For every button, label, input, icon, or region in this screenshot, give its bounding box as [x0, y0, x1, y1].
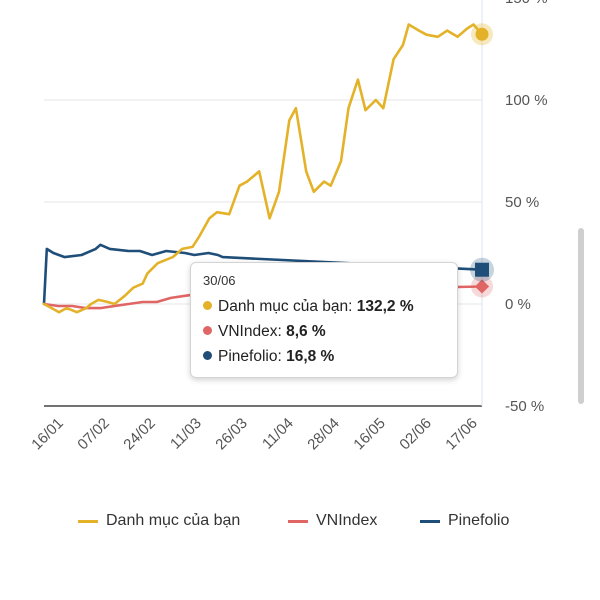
y-tick-label: 150 % [505, 0, 548, 7]
pinefolio-line-icon [420, 519, 440, 523]
x-tick-label: 16/05 [350, 415, 389, 454]
legend-item-vnindex[interactable]: VNIndex [288, 512, 377, 530]
pinefolio-series-line [42, 243, 484, 306]
chart-legend: Danh mục của bạn VNIndex Pinefolio [0, 512, 600, 534]
vnindex-line-icon [288, 519, 308, 523]
portfolio-series-line [42, 23, 484, 314]
legend-item-pinefolio[interactable]: Pinefolio [420, 512, 509, 530]
tooltip-vnindex-value: 8,6 % [286, 323, 326, 340]
legend-item-portfolio[interactable]: Danh mục của bạn [78, 512, 240, 530]
chart-tooltip: 30/06 Danh mục của bạn: 132,2 % VNIndex:… [190, 262, 458, 378]
y-tick-label: 0 % [505, 296, 531, 313]
tooltip-portfolio-value: 132,2 % [356, 298, 414, 315]
legend-label-pinefolio: Pinefolio [448, 512, 510, 529]
tooltip-row-vnindex: VNIndex: 8,6 % [203, 319, 445, 344]
portfolio-end-marker [475, 27, 489, 41]
tooltip-row-pinefolio: Pinefolio: 16,8 % [203, 344, 445, 369]
portfolio-line-icon [78, 519, 98, 523]
legend-label-portfolio: Danh mục của bạn [106, 512, 241, 529]
y-tick-label: 100 % [505, 92, 548, 109]
x-tick-label: 24/02 [120, 415, 159, 454]
x-tick-label: 17/06 [442, 415, 481, 454]
tooltip-pinefolio-value: 16,8 % [286, 348, 335, 365]
portfolio-dot-icon [203, 301, 212, 310]
scrollbar-thumb[interactable] [578, 228, 584, 404]
vnindex-dot-icon [203, 326, 212, 335]
tooltip-date: 30/06 [203, 273, 236, 288]
pinefolio-dot-icon [203, 351, 212, 360]
x-tick-label: 16/01 [28, 415, 67, 454]
y-tick-label: 50 % [505, 194, 539, 211]
vnindex-end-marker [474, 279, 490, 294]
x-tick-label: 07/02 [74, 415, 113, 454]
x-tick-label: 28/04 [304, 415, 343, 454]
x-tick-label: 02/06 [396, 415, 435, 454]
y-tick-label: -50 % [505, 398, 544, 415]
pinefolio-end-marker [475, 262, 489, 277]
x-tick-label: 11/03 [167, 415, 205, 453]
x-tick-label: 26/03 [212, 415, 251, 454]
x-tick-label: 11/04 [259, 415, 297, 453]
tooltip-row-portfolio: Danh mục của bạn: 132,2 % [203, 294, 445, 319]
legend-label-vnindex: VNIndex [316, 512, 378, 529]
